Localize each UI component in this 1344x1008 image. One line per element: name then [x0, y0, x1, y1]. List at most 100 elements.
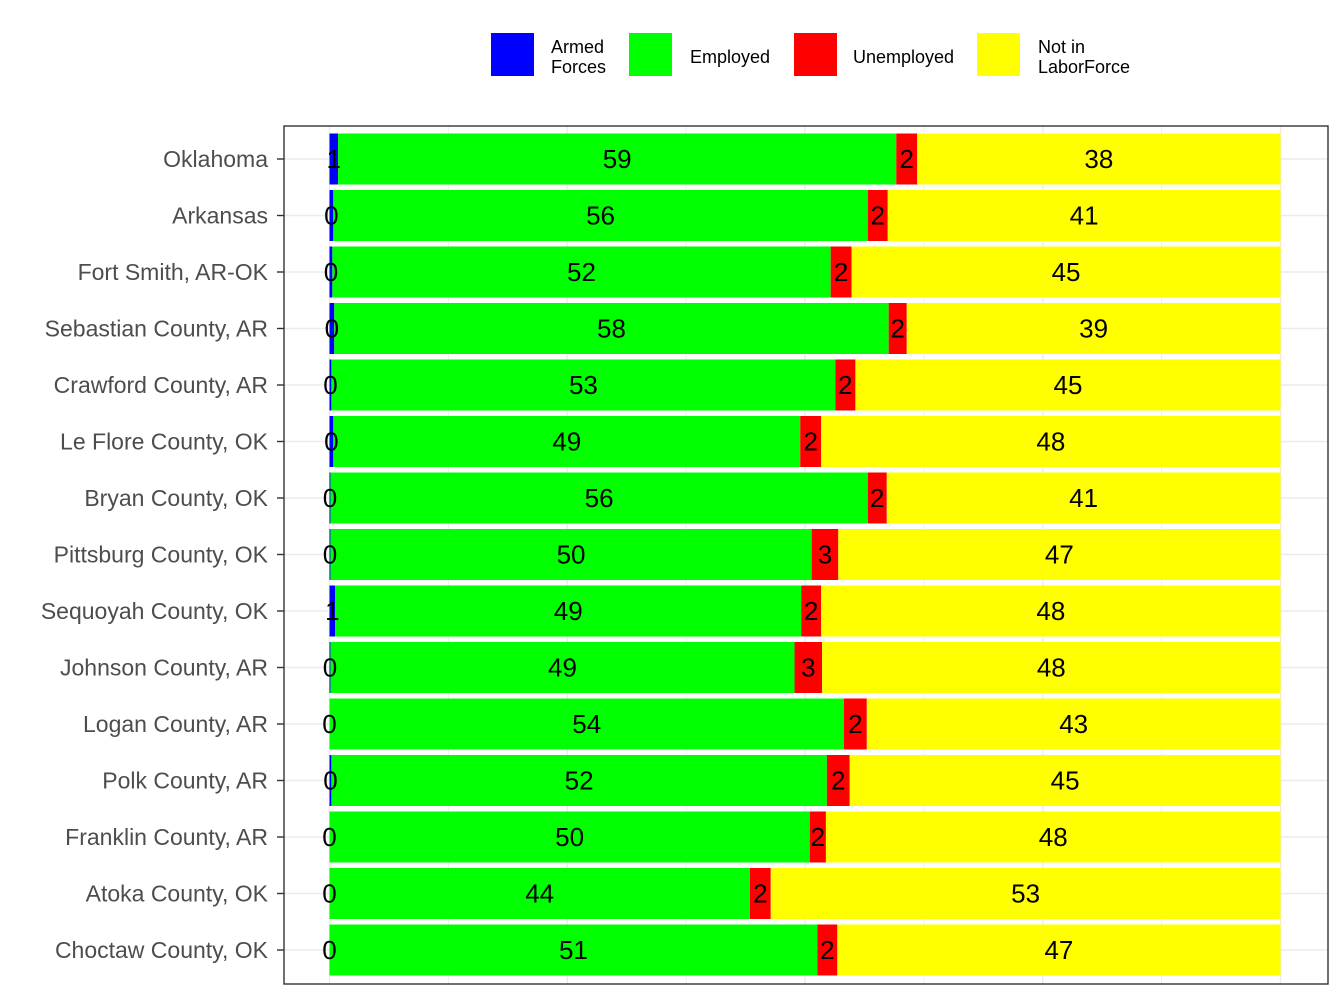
data-label-armed-forces-polk-county-ar: 0 — [323, 766, 337, 796]
data-label-not-in-laborforce-oklahoma: 38 — [1084, 144, 1113, 174]
data-label-unemployed-atoka-county-ok: 2 — [753, 879, 767, 909]
data-label-unemployed-logan-county-ar: 2 — [848, 709, 862, 739]
bar-employed-franklin-county-ar — [329, 811, 810, 863]
legend-key-unemployed — [794, 33, 837, 76]
data-label-armed-forces-crawford-county-ar: 0 — [323, 370, 337, 400]
data-label-unemployed-choctaw-county-ok: 2 — [820, 935, 834, 965]
y-tick-label-logan-county-ar: Logan County, AR — [83, 711, 268, 737]
bar-unemployed-pittsburg-county-ok — [811, 529, 839, 580]
bar-not-in-laborforce-choctaw-county-ok — [837, 924, 1281, 976]
bar-employed-le-flore-county-ok — [333, 416, 801, 467]
y-tick-label-franklin-county-ar: Franklin County, AR — [65, 824, 268, 850]
bar-not-in-laborforce-bryan-county-ok — [886, 472, 1281, 524]
data-label-employed-oklahoma: 59 — [603, 144, 632, 174]
bar-armed-forces-oklahoma — [329, 133, 339, 185]
bar-employed-crawford-county-ar — [331, 359, 836, 411]
bar-armed-forces-crawford-county-ar — [329, 359, 332, 411]
legend-key-employed — [629, 33, 672, 76]
data-label-armed-forces-pittsburg-county-ok: 0 — [323, 540, 337, 570]
bar-employed-polk-county-ar — [331, 755, 827, 806]
data-label-employed-sebastian-county-ar: 58 — [597, 314, 626, 344]
legend-label-unemployed: Unemployed — [853, 47, 954, 67]
bar-unemployed-logan-county-ar — [843, 698, 867, 750]
data-label-employed-choctaw-county-ok: 51 — [559, 935, 588, 965]
data-label-armed-forces-fort-smith-ar-ok: 0 — [324, 257, 338, 287]
bar-employed-atoka-county-ok — [329, 868, 750, 919]
bar-armed-forces-sebastian-county-ar — [329, 303, 335, 354]
bar-employed-logan-county-ar — [329, 698, 844, 750]
data-label-unemployed-pittsburg-county-ok: 3 — [818, 540, 832, 570]
legend-item-armed-forces: Armed Forces — [491, 33, 606, 77]
bars — [329, 133, 1281, 976]
bar-not-in-laborforce-polk-county-ar — [849, 755, 1281, 806]
data-label-employed-le-flore-county-ok: 49 — [552, 427, 581, 457]
y-tick-label-oklahoma: Oklahoma — [163, 146, 268, 172]
data-label-unemployed-oklahoma: 2 — [900, 144, 914, 174]
bar-employed-fort-smith-ar-ok — [332, 246, 831, 298]
y-tick-label-johnson-county-ar: Johnson County, AR — [60, 655, 268, 681]
bar-unemployed-le-flore-county-ok — [800, 416, 822, 467]
data-label-employed-pittsburg-county-ok: 50 — [557, 540, 586, 570]
data-label-employed-bryan-county-ok: 56 — [585, 483, 614, 513]
data-label-unemployed-fort-smith-ar-ok: 2 — [834, 257, 848, 287]
data-label-unemployed-arkansas: 2 — [871, 201, 885, 231]
bar-employed-oklahoma — [338, 133, 897, 185]
data-label-armed-forces-atoka-county-ok: 0 — [322, 879, 336, 909]
data-label-employed-logan-county-ar: 54 — [572, 709, 601, 739]
data-label-not-in-laborforce-bryan-county-ok: 41 — [1069, 483, 1098, 513]
bar-not-in-laborforce-atoka-county-ok — [770, 868, 1281, 919]
legend-label-employed: Employed — [690, 47, 770, 67]
bar-unemployed-sebastian-county-ar — [888, 303, 907, 354]
bar-not-in-laborforce-fort-smith-ar-ok — [851, 246, 1281, 298]
data-label-employed-franklin-county-ar: 50 — [555, 822, 584, 852]
data-label-not-in-laborforce-sequoyah-county-ok: 48 — [1036, 596, 1065, 626]
bar-unemployed-choctaw-county-ok — [817, 924, 838, 976]
bar-unemployed-johnson-county-ar — [794, 642, 823, 693]
data-label-employed-fort-smith-ar-ok: 52 — [567, 257, 596, 287]
y-tick-label-bryan-county-ok: Bryan County, OK — [84, 485, 268, 511]
data-label-not-in-laborforce-franklin-county-ar: 48 — [1039, 822, 1068, 852]
data-label-armed-forces-choctaw-county-ok: 0 — [322, 935, 336, 965]
data-label-armed-forces-bryan-county-ok: 0 — [323, 483, 337, 513]
legend-key-armed-forces — [491, 33, 534, 76]
data-label-unemployed-sequoyah-county-ok: 2 — [804, 596, 818, 626]
data-label-armed-forces-sebastian-county-ar: 0 — [325, 314, 339, 344]
bar-not-in-laborforce-arkansas — [887, 190, 1281, 241]
data-label-unemployed-franklin-county-ar: 2 — [811, 822, 825, 852]
data-label-employed-johnson-county-ar: 49 — [548, 653, 577, 683]
y-tick-label-crawford-county-ar: Crawford County, AR — [54, 372, 268, 398]
data-label-armed-forces-sequoyah-county-ok: 1 — [325, 596, 339, 626]
legend-item-unemployed: Unemployed — [794, 33, 954, 76]
bar-employed-sequoyah-county-ok — [335, 585, 802, 637]
data-label-unemployed-sebastian-county-ar: 2 — [890, 314, 904, 344]
y-tick-label-pittsburg-county-ok: Pittsburg County, OK — [54, 542, 269, 568]
bar-armed-forces-johnson-county-ar — [329, 642, 331, 693]
data-label-not-in-laborforce-johnson-county-ar: 48 — [1037, 653, 1066, 683]
bar-employed-bryan-county-ok — [330, 472, 868, 524]
legend-key-not-in-laborforce — [977, 33, 1020, 76]
bar-unemployed-sequoyah-county-ok — [801, 585, 822, 637]
legend: Armed Forces Employed Unemployed Not in Labor… — [491, 33, 1130, 77]
data-label-not-in-laborforce-sebastian-county-ar: 39 — [1079, 314, 1108, 344]
bar-not-in-laborforce-logan-county-ar — [866, 698, 1281, 750]
data-label-unemployed-polk-county-ar: 2 — [831, 766, 845, 796]
data-label-unemployed-bryan-county-ok: 2 — [870, 483, 884, 513]
data-label-armed-forces-franklin-county-ar: 0 — [322, 822, 336, 852]
bar-unemployed-franklin-county-ar — [809, 811, 826, 863]
data-label-armed-forces-le-flore-county-ok: 0 — [324, 427, 338, 457]
data-label-employed-polk-county-ar: 52 — [565, 766, 594, 796]
data-label-employed-sequoyah-county-ok: 49 — [554, 596, 583, 626]
bar-not-in-laborforce-pittsburg-county-ok — [838, 529, 1281, 580]
data-label-armed-forces-johnson-county-ar: 0 — [323, 653, 337, 683]
y-tick-label-fort-smith-ar-ok: Fort Smith, AR-OK — [78, 259, 269, 285]
data-labels: 1 59 2 38 0 56 2 41 0 52 2 45 0 58 2 39 0 53 2 45 0 49 2 48 0 56 2… — [322, 144, 1113, 965]
bar-armed-forces-le-flore-county-ok — [329, 416, 334, 467]
legend-item-employed: Employed — [629, 33, 770, 76]
bar-armed-forces-sequoyah-county-ok — [329, 585, 336, 637]
bar-not-in-laborforce-sequoyah-county-ok — [821, 585, 1281, 637]
bar-not-in-laborforce-johnson-county-ar — [822, 642, 1281, 693]
bar-armed-forces-arkansas — [329, 190, 334, 241]
data-label-employed-atoka-county-ok: 44 — [525, 879, 554, 909]
bar-employed-sebastian-county-ar — [334, 303, 889, 354]
